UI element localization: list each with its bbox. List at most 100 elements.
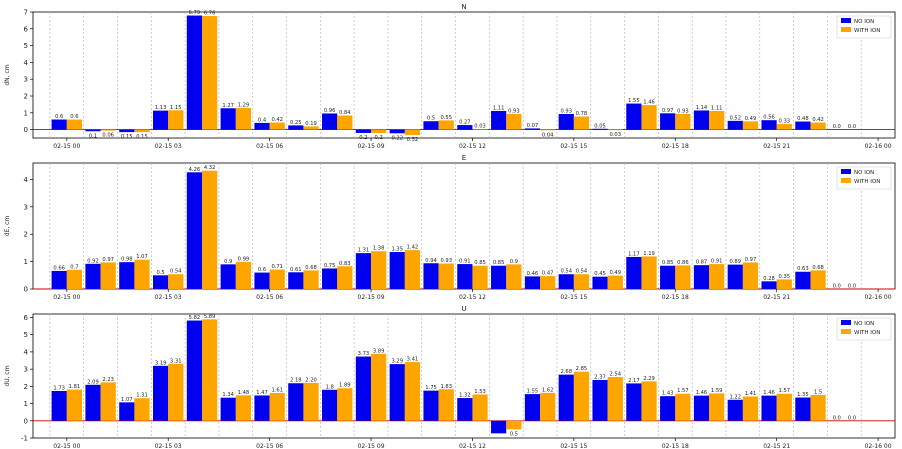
bar-no-ion	[220, 264, 236, 289]
legend-swatch	[841, 320, 851, 325]
data-label: 0.0	[833, 415, 841, 421]
x-tick-label: 02-15 09	[358, 143, 385, 150]
data-label: 1.61	[271, 388, 283, 394]
data-label: 0.91	[711, 259, 723, 265]
bar-no-ion	[423, 121, 439, 130]
legend-swatch	[841, 27, 851, 32]
legend-swatch	[841, 329, 851, 334]
legend-label: WITH ION	[854, 330, 880, 336]
data-label: 1.81	[69, 384, 81, 390]
x-tick-label: 02-15 06	[256, 443, 283, 449]
bar-with-ion	[303, 270, 319, 289]
bar-with-ion	[168, 274, 184, 289]
bar-with-ion	[607, 275, 623, 289]
data-label: 1.29	[238, 102, 250, 108]
bar-with-ion	[472, 129, 488, 130]
data-label: 0.97	[662, 108, 674, 114]
data-label: 0.68	[812, 265, 824, 271]
bar-with-ion	[404, 250, 421, 289]
bar-with-ion	[607, 129, 623, 131]
data-label: 1.89	[339, 383, 351, 389]
y-tick-label: 6	[24, 314, 29, 322]
bar-no-ion	[491, 420, 507, 434]
bar-with-ion	[269, 122, 285, 130]
bar-no-ion	[457, 264, 473, 289]
bar-with-ion	[709, 264, 725, 289]
bar-no-ion	[693, 395, 710, 421]
bar-with-ion	[742, 262, 759, 289]
data-label: 0.99	[238, 256, 250, 262]
data-label: 0.05	[594, 123, 606, 129]
bar-no-ion	[626, 103, 642, 130]
bar-with-ion	[202, 170, 218, 289]
data-label: 0.54	[170, 269, 182, 275]
bar-with-ion	[100, 129, 116, 131]
data-label: 6.76	[204, 11, 216, 17]
bar-no-ion	[85, 263, 101, 289]
data-label: 0.45	[594, 271, 606, 277]
bar-no-ion	[558, 374, 574, 421]
data-label: 0.84	[339, 110, 351, 116]
bar-no-ion	[795, 121, 811, 130]
x-tick-label: 02-16 00	[865, 294, 892, 301]
data-label: 1.59	[711, 388, 723, 394]
data-label: 4.26	[189, 167, 201, 173]
bar-with-ion	[371, 251, 387, 289]
data-label: 0.9	[510, 259, 518, 265]
bar-no-ion	[727, 399, 743, 421]
x-tick-label: 02-15 03	[155, 294, 182, 301]
data-label: 2.68	[560, 369, 572, 375]
bar-with-ion	[337, 115, 353, 130]
legend-swatch	[841, 178, 851, 183]
bar-with-ion	[810, 394, 826, 421]
y-tick-label: 6	[24, 25, 29, 33]
data-label: 0.03	[474, 124, 486, 130]
bar-no-ion	[288, 383, 304, 421]
bar-no-ion	[660, 265, 676, 289]
y-tick-label: 1	[24, 400, 28, 408]
data-label: 0.42	[271, 117, 283, 123]
data-label: 1.46	[696, 390, 708, 396]
bar-no-ion	[153, 365, 169, 421]
data-label: 0.0	[848, 124, 856, 130]
data-label: 0.22	[391, 135, 403, 141]
x-tick-label: 02-15 12	[459, 143, 486, 150]
data-label: 2.09	[87, 379, 99, 385]
data-label: 1.62	[542, 387, 554, 393]
bar-with-ion	[810, 270, 826, 289]
data-label: 0.78	[576, 111, 588, 117]
bar-no-ion	[626, 256, 642, 289]
data-label: 5.82	[189, 315, 201, 321]
data-label: 0.5	[510, 431, 518, 437]
data-label: 0.0	[833, 124, 841, 130]
data-label: 1.11	[711, 105, 723, 111]
bar-with-ion	[776, 279, 792, 289]
bar-with-ion	[607, 377, 623, 421]
data-label: 2.85	[576, 366, 588, 372]
bar-no-ion	[660, 396, 676, 421]
x-tick-label: 02-15 00	[53, 443, 80, 449]
data-label: 0.92	[87, 258, 99, 264]
data-label: 0.9	[224, 259, 232, 265]
bar-no-ion	[51, 390, 67, 421]
bar-with-ion	[168, 110, 184, 130]
bar-with-ion	[506, 420, 522, 430]
bar-no-ion	[186, 15, 203, 130]
bar-with-ion	[742, 396, 759, 421]
data-label: 0.97	[102, 257, 114, 263]
x-tick-label: 02-15 06	[256, 294, 283, 301]
bar-no-ion	[592, 128, 608, 130]
data-label: 0.27	[459, 120, 471, 126]
data-label: 3.19	[155, 360, 167, 366]
y-tick-label: 0	[24, 417, 28, 425]
bar-with-ion	[269, 269, 285, 289]
data-label: 1.15	[170, 105, 182, 111]
data-label: 2.54	[609, 372, 621, 378]
data-label: 0.33	[779, 119, 791, 125]
data-label: 0.15	[121, 134, 133, 140]
data-label: 0.49	[609, 270, 621, 276]
data-label: 0.55	[440, 115, 452, 121]
data-label: 2.37	[594, 374, 606, 380]
bar-no-ion	[322, 268, 338, 289]
data-label: 0.48	[797, 116, 809, 122]
